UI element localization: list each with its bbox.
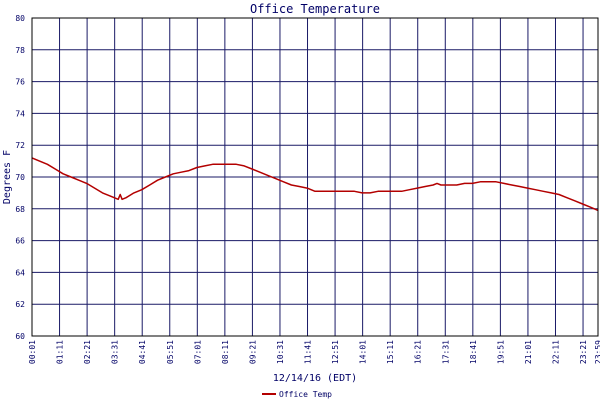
x-tick-label: 11:41: [304, 340, 313, 364]
y-tick-label: 68: [15, 205, 25, 214]
x-tick-label: 16:21: [414, 340, 423, 364]
y-tick-label: 70: [15, 173, 25, 182]
x-tick-label: 14:01: [359, 340, 368, 364]
x-tick-label: 19:51: [496, 340, 505, 364]
x-axis-ticks: 00:01 01:11 02:21 03:31 04:41 05:51 07:01 08:11…: [28, 340, 600, 364]
x-tick-label: 15:11: [386, 340, 395, 364]
x-axis-label: 12/14/16 (EDT): [273, 373, 357, 384]
x-tick-label: 23:59: [594, 340, 600, 364]
y-tick-label: 62: [15, 300, 25, 309]
x-tick-label: 03:31: [111, 340, 120, 364]
y-tick-label: 80: [15, 14, 25, 23]
legend: Office Temp: [262, 390, 332, 399]
y-tick-label: 66: [15, 237, 25, 246]
y-tick-label: 60: [15, 332, 25, 341]
x-tick-label: 04:41: [138, 340, 147, 364]
x-tick-label: 12:51: [331, 340, 340, 364]
legend-label: Office Temp: [279, 390, 332, 399]
x-tick-label: 10:31: [276, 340, 285, 364]
x-tick-label: 22:11: [551, 340, 560, 364]
x-tick-label: 01:11: [56, 340, 65, 364]
series-layer: [31, 157, 599, 212]
y-tick-label: 74: [15, 109, 25, 118]
plot-frame: [31, 17, 599, 337]
y-tick-label: 72: [15, 141, 25, 150]
series-line: [31, 157, 599, 212]
x-tick-label: 05:51: [166, 340, 175, 364]
x-tick-label: 17:31: [441, 340, 450, 364]
y-axis-label: Degrees F: [2, 150, 13, 204]
x-tick-label: 00:01: [28, 340, 37, 364]
x-tick-label: 08:11: [221, 340, 230, 364]
y-tick-label: 76: [15, 78, 25, 87]
y-axis-ticks: 60 62 64 66 68 70 72 74 76 78 80: [15, 14, 25, 341]
x-tick-label: 23:21: [579, 340, 588, 364]
chart-title: Office Temperature: [250, 2, 380, 16]
x-tick-label: 02:21: [83, 340, 92, 364]
x-tick-label: 21:01: [524, 340, 533, 364]
x-tick-label: 09:21: [248, 340, 257, 364]
x-tick-label: 07:01: [193, 340, 202, 364]
y-tick-label: 64: [15, 268, 25, 277]
x-tick-label: 18:41: [469, 340, 478, 364]
y-tick-label: 78: [15, 46, 25, 55]
